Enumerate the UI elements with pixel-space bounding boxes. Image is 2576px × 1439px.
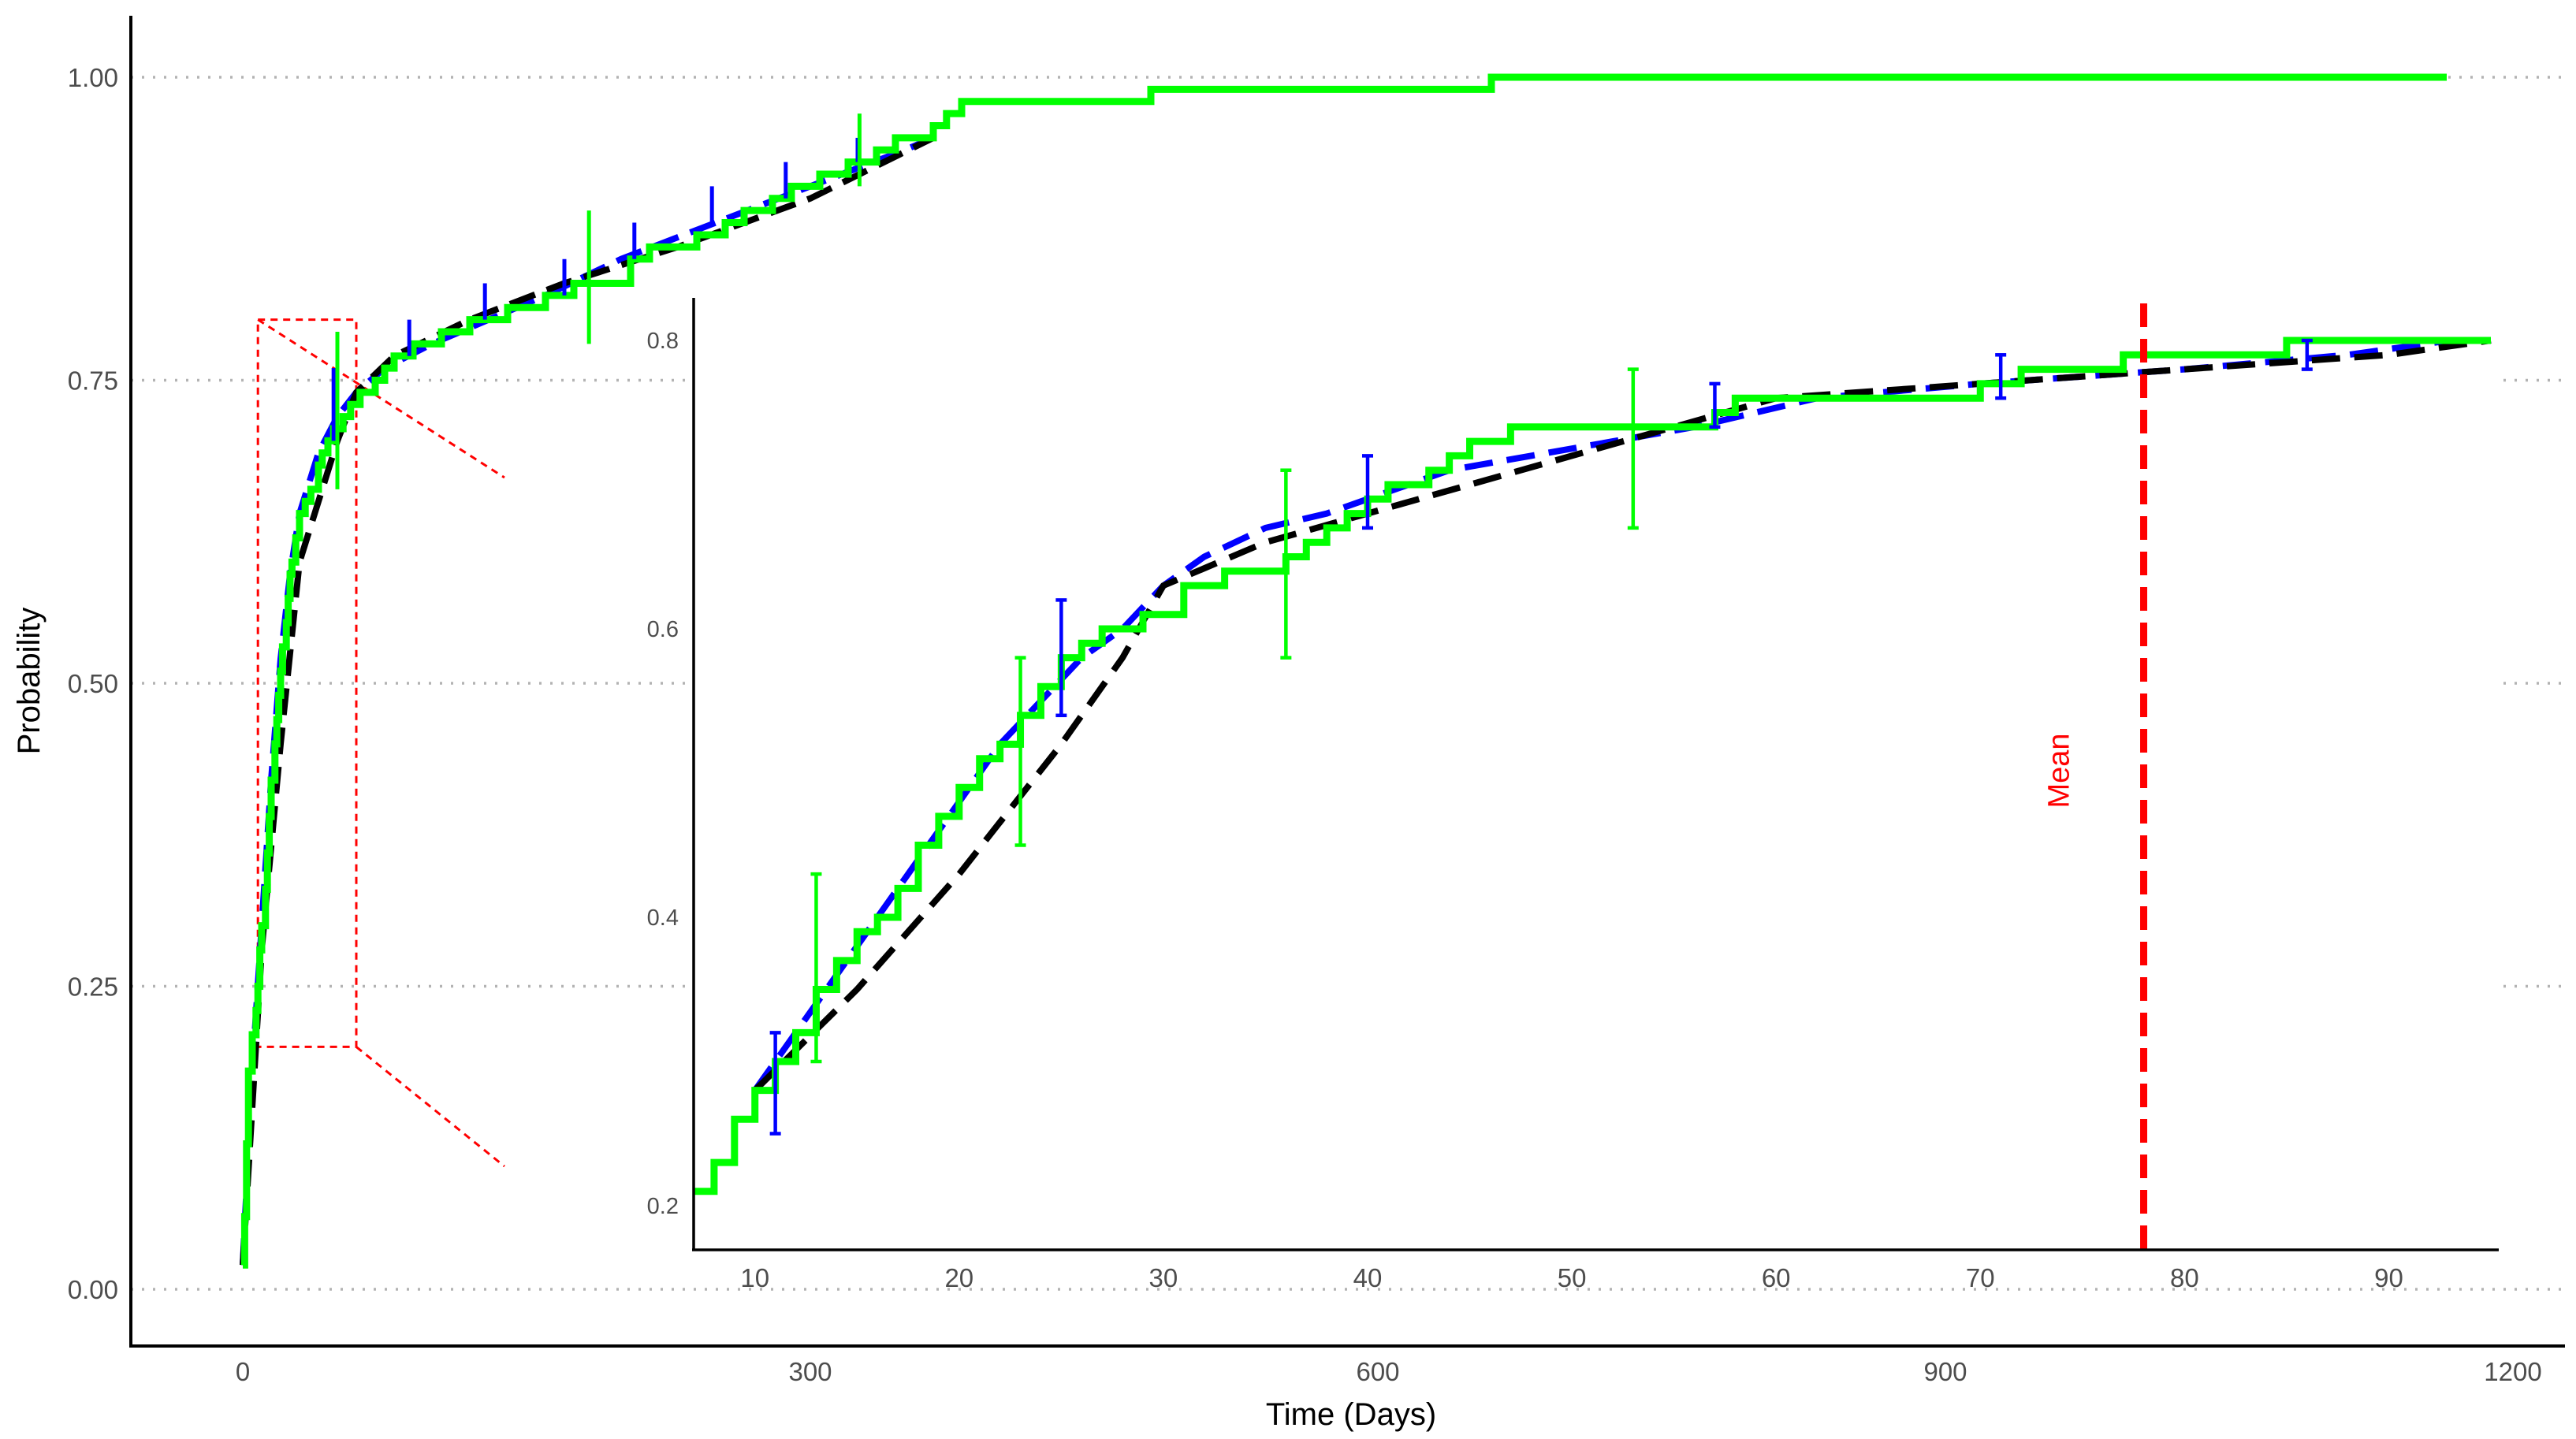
inset-error-bar-3 xyxy=(1055,598,1067,718)
main-series xyxy=(240,73,2447,1269)
inset-x-tick-label: 30 xyxy=(1149,1263,1178,1292)
inset-error-bar-6 xyxy=(1627,367,1639,530)
inset-x-tick-label: 80 xyxy=(2170,1263,2199,1292)
zoom-box xyxy=(256,318,358,1048)
y-tick-label: 1.00 xyxy=(68,63,118,92)
inset-x-tick-label: 50 xyxy=(1558,1263,1587,1292)
inset-series xyxy=(694,337,2492,1195)
inset-y-tick-label: 0.2 xyxy=(647,1194,679,1219)
y-tick-label: 0.00 xyxy=(68,1275,118,1304)
zoom-connector-top xyxy=(257,318,505,479)
inset-series-1-dashed xyxy=(752,337,2492,1093)
y-tick-label: 0.75 xyxy=(68,366,118,396)
main-error-bars xyxy=(331,113,862,489)
inset-error-bar-9 xyxy=(2301,338,2313,371)
mean-label: Mean xyxy=(2043,733,2076,808)
inset-error-bar-5 xyxy=(1362,454,1373,530)
inset-y-tick-label: 0.4 xyxy=(647,905,679,931)
x-tick-label: 0 xyxy=(236,1357,250,1386)
inset-error-bar-1 xyxy=(810,872,822,1064)
inset-x-tick-label: 60 xyxy=(1762,1263,1791,1292)
zoom-indicator xyxy=(256,318,505,1168)
inset-error-bar-7 xyxy=(1709,381,1721,429)
inset-x-tick-label: 90 xyxy=(2374,1263,2403,1292)
inset-x-tick-label: 20 xyxy=(944,1263,973,1292)
inset-y-tick-label: 0.6 xyxy=(647,617,679,642)
inset-error-bar-2 xyxy=(1014,656,1026,847)
main-axes xyxy=(129,16,2565,1348)
y-tick-label: 0.25 xyxy=(68,972,118,1002)
x-tick-label: 300 xyxy=(788,1357,832,1386)
inset-tick-labels: 10 20 30 40 50 60 70 80 90 0.2 0.4 0.6 0.8 xyxy=(647,329,2403,1292)
main-series-2-step xyxy=(240,73,2447,1269)
inset-series-0-dashed xyxy=(752,337,2451,1092)
y-tick-label: 0.50 xyxy=(68,669,118,698)
inset-x-tick-label: 10 xyxy=(740,1263,769,1292)
main-tick-labels: 0 300 600 900 1200 0.00 0.25 0.50 0.75 1.00 xyxy=(68,63,2542,1386)
x-axis-title: Time (Days) xyxy=(1266,1397,1436,1432)
x-tick-label: 1200 xyxy=(2484,1357,2541,1386)
x-tick-label: 900 xyxy=(1923,1357,1967,1386)
inset-y-tick-label: 0.8 xyxy=(647,329,679,354)
inset-error-bar-4 xyxy=(1280,468,1292,660)
zoom-connector-bottom xyxy=(356,1046,505,1168)
inset-background xyxy=(694,298,2499,1251)
inset-axes xyxy=(692,298,2499,1251)
inset-error-bar-8 xyxy=(1995,353,2007,400)
inset-x-tick-label: 40 xyxy=(1353,1263,1383,1292)
x-tick-label: 600 xyxy=(1356,1357,1399,1386)
inset-mean-line: Mean xyxy=(2043,303,2148,1250)
inset-error-bar-0 xyxy=(769,1031,781,1136)
inset-x-tick-label: 70 xyxy=(1966,1263,1995,1292)
y-axis-title: Probability xyxy=(12,608,47,755)
inset-series-2-step xyxy=(694,337,2491,1195)
inset-error-bars xyxy=(769,338,2313,1136)
